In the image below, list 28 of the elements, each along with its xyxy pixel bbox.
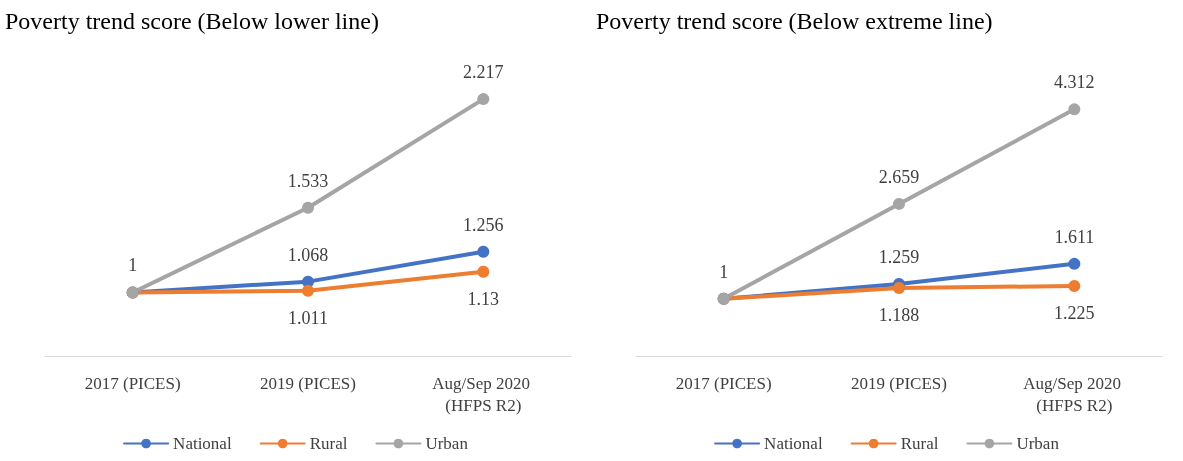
data-label: 1.225 bbox=[1054, 302, 1095, 323]
legend-label: Urban bbox=[1016, 434, 1060, 453]
legend-label: Rural bbox=[309, 434, 348, 453]
chart-title: Poverty trend score (Below lower line) bbox=[5, 8, 379, 34]
x-tick-label: 2017 (PICES) bbox=[84, 373, 181, 393]
data-label: 2.217 bbox=[463, 62, 504, 83]
data-label: 1.011 bbox=[288, 307, 328, 328]
data-label: 1.611 bbox=[1054, 226, 1095, 247]
x-tick-label: Aug/Sep 2020 (HFPS R2) bbox=[1023, 373, 1126, 415]
data-label: 1.259 bbox=[878, 246, 920, 267]
data-label: 4.312 bbox=[1054, 72, 1095, 93]
data-label: 1.068 bbox=[287, 244, 329, 265]
legend-label: Urban bbox=[425, 434, 469, 453]
legend-label: National bbox=[764, 434, 823, 453]
data-label: 1.533 bbox=[287, 170, 329, 191]
legend-label: Rural bbox=[900, 434, 939, 453]
data-label: 1 bbox=[719, 261, 729, 282]
data-label: 1.13 bbox=[467, 288, 500, 309]
x-tick-label: 2017 (PICES) bbox=[675, 373, 772, 393]
chart-title: Poverty trend score (Below extreme line) bbox=[596, 8, 993, 34]
x-tick-label: 2019 (PICES) bbox=[851, 373, 947, 393]
legend-label: National bbox=[173, 434, 232, 453]
x-tick-label: 2019 (PICES) bbox=[260, 373, 356, 393]
data-label: 1 bbox=[128, 255, 138, 276]
data-label: 1.256 bbox=[463, 214, 504, 235]
x-tick-label: Aug/Sep 2020 (HFPS R2) bbox=[432, 373, 535, 415]
data-label: 2.659 bbox=[878, 166, 920, 187]
data-label: 1.188 bbox=[878, 305, 920, 326]
